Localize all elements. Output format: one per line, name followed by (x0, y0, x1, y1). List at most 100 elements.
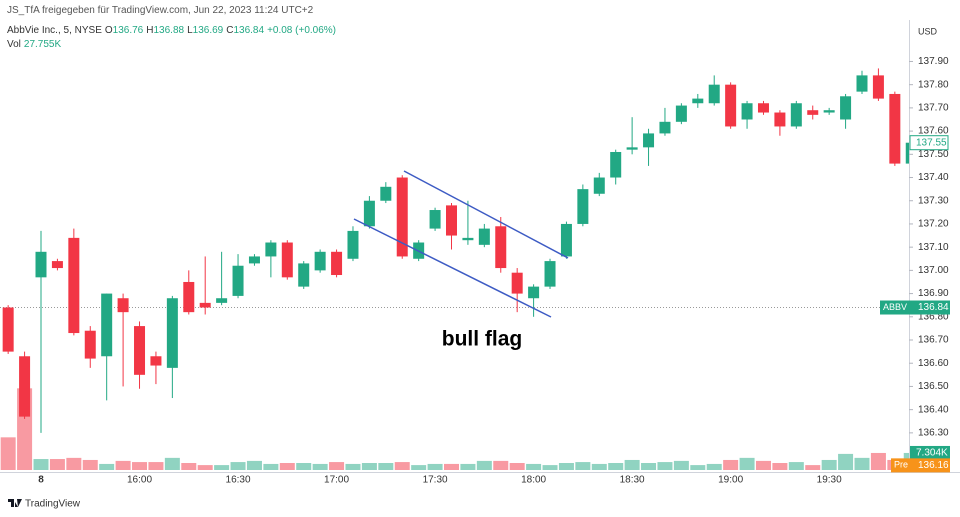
volume-bar (148, 462, 164, 470)
y-tick-label: 137.40 (918, 172, 949, 183)
tradingview-logo (8, 499, 22, 507)
legend-value: 136.84 (233, 25, 265, 36)
x-tick-label: 18:00 (521, 475, 546, 486)
candle-body (610, 151, 622, 178)
y-tick-label: 136.80 (918, 311, 949, 322)
y-tick-label: 137.80 (918, 79, 949, 90)
candle-body (199, 302, 211, 308)
legend-value: 136.88 (153, 25, 185, 36)
y-tick-label: 137.00 (918, 265, 949, 276)
last-price-label: 137.55 (916, 137, 947, 148)
volume-bar (870, 452, 886, 470)
volume-bar (641, 463, 657, 470)
y-tick-label: 136.60 (918, 358, 949, 369)
candle-body (35, 251, 47, 278)
volume-bar (246, 460, 262, 470)
volume-bar (739, 457, 755, 470)
volume-bar (132, 462, 148, 470)
candle-body (495, 226, 507, 269)
flag-lower-trendline (353, 218, 552, 318)
candle-body (232, 265, 244, 296)
y-tick-label: 137.20 (918, 219, 949, 230)
candle-body (331, 251, 343, 276)
volume-last-label: 7.304K (916, 448, 948, 459)
x-tick-label: 17:30 (423, 475, 448, 486)
candle-body (872, 75, 884, 99)
candle-body (298, 263, 310, 287)
volume-bar (296, 463, 312, 470)
volume-bar (460, 463, 476, 470)
candle-body (314, 251, 326, 271)
candle-body (725, 84, 737, 127)
candle-body (511, 272, 523, 294)
volume-bar (115, 460, 131, 470)
volume-bar (394, 462, 410, 470)
volume-bar (329, 462, 345, 470)
candle-body (396, 177, 408, 257)
volume-bar (427, 463, 443, 470)
volume-bar (575, 462, 591, 470)
candle-body (117, 298, 129, 313)
footer-brand: TradingView (25, 499, 81, 510)
pre-label: Pre (894, 460, 908, 470)
candle-body (675, 105, 687, 122)
volume-bar (378, 463, 394, 470)
volume-bar (164, 457, 180, 470)
volume-bar (624, 459, 640, 470)
candle-body (380, 186, 392, 201)
volume-bar (82, 459, 98, 470)
volume-bar (805, 465, 821, 470)
candle-body (757, 103, 769, 113)
volume-bar (197, 465, 213, 470)
volume-label: Vol (7, 39, 21, 50)
candle-body (478, 228, 490, 245)
volume-row: Vol 27.755K (7, 39, 64, 50)
volume-bar (214, 465, 230, 470)
volume-bar (411, 465, 427, 470)
candle-body (905, 142, 909, 164)
volume-bar (542, 465, 558, 470)
candle-body (807, 110, 819, 115)
candle-body (593, 177, 605, 194)
candle-body (363, 200, 375, 227)
annotation: bull flag (442, 328, 523, 351)
y-tick-label: 137.50 (918, 149, 949, 160)
candle-body (134, 326, 146, 375)
candle-body (84, 330, 96, 359)
volume-bar (345, 463, 361, 470)
candle-body (150, 356, 162, 366)
candle-body (774, 112, 786, 127)
volume-bar (444, 463, 459, 470)
candle-body (708, 84, 720, 104)
legend-label: H (146, 25, 154, 36)
volume-bar (230, 462, 246, 470)
volume-bar (66, 457, 82, 470)
candle-body (528, 286, 540, 299)
volume-bar (558, 463, 574, 470)
x-tick-label: 16:30 (226, 475, 251, 486)
volume-bar (838, 453, 854, 470)
symbol-price-box (880, 300, 950, 315)
volume-bar (690, 465, 706, 470)
currency-label: USD (918, 26, 938, 36)
candle-body (429, 210, 441, 229)
time-axis-bg (0, 473, 960, 517)
candle-body (19, 356, 31, 417)
volume-bar (854, 457, 870, 470)
candle-body (265, 242, 277, 257)
candle-body (446, 205, 457, 236)
candle-body (856, 75, 868, 92)
pre-price-box (891, 458, 950, 473)
candle-body (544, 261, 556, 287)
candle-body (577, 189, 589, 224)
candle-body (626, 147, 638, 150)
legend-label: O (104, 25, 113, 36)
volume-bar (706, 463, 722, 470)
candle-body (183, 281, 195, 313)
y-tick-label: 136.50 (918, 381, 949, 392)
volume-bar (788, 462, 804, 470)
candle-body (216, 298, 228, 303)
candle-body (281, 242, 293, 278)
